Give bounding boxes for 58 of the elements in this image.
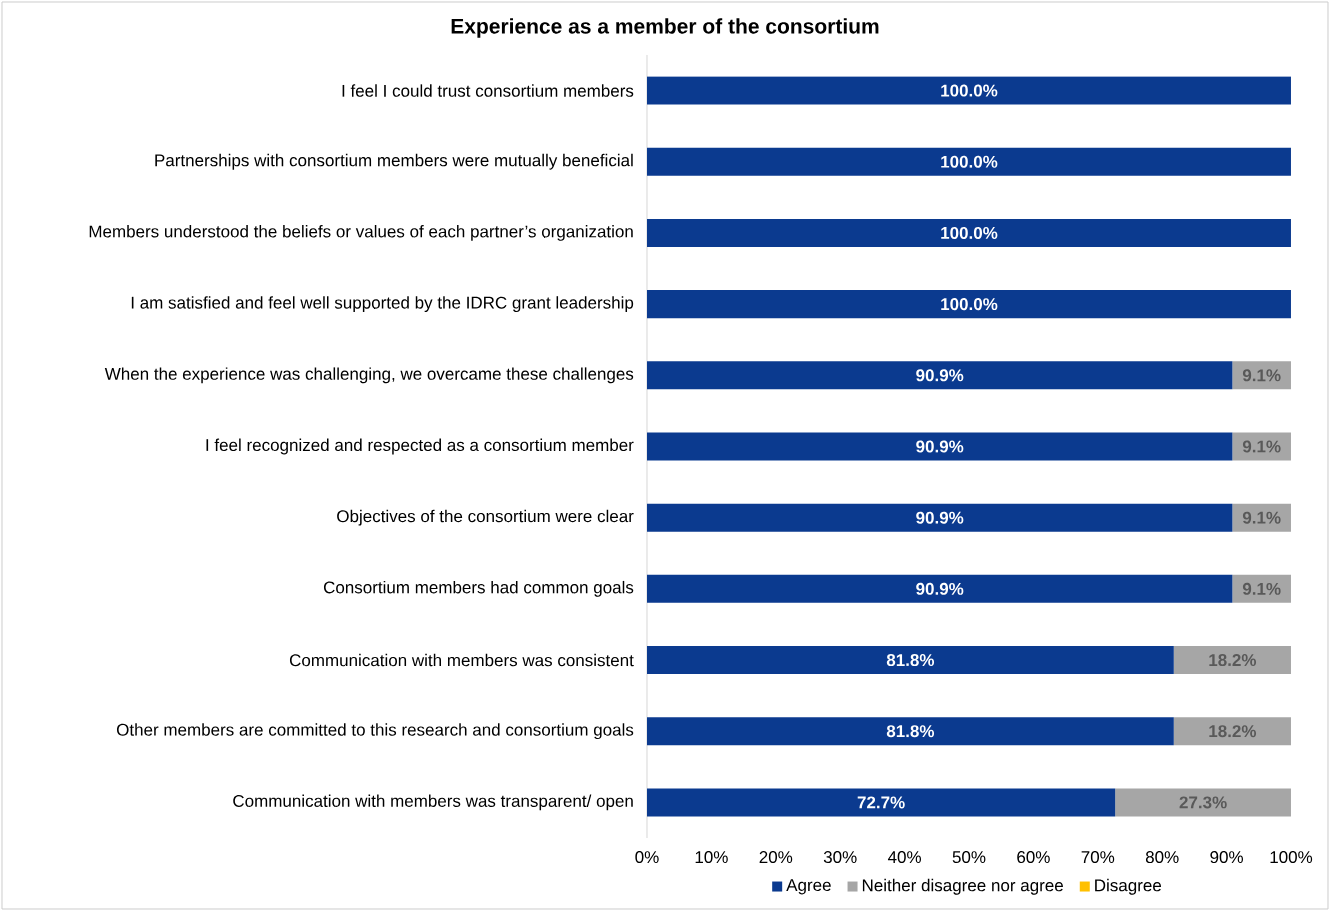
x-tick-label: 50% <box>952 851 986 864</box>
x-tick-label: 10% <box>695 851 728 864</box>
bar <box>647 76 1291 105</box>
data-label: 9.1% <box>1242 511 1281 524</box>
data-label: 27.3% <box>1179 796 1227 809</box>
data-label: 100.0% <box>941 298 998 311</box>
legend-label: Disagree <box>1095 878 1162 895</box>
x-tick-label: 90% <box>1210 851 1243 864</box>
x-tick-label: 20% <box>759 851 793 864</box>
y-tick-label: Objectives of the consortium were clear <box>337 509 634 526</box>
bar <box>647 147 1291 176</box>
x-tick-label: 40% <box>887 851 922 864</box>
bar <box>647 788 1116 817</box>
y-tick-label: Other members are committed to this research and consortium goals <box>116 723 634 740</box>
bar <box>647 574 1233 603</box>
y-tick-label: I feel I could trust consortium members <box>342 84 634 97</box>
x-tick-label: 30% <box>823 851 857 864</box>
x-tick-label: 60% <box>1017 851 1050 864</box>
x-tick-label: 100% <box>1270 851 1313 864</box>
y-tick-label: I feel recognized and respected as a consortium member <box>206 438 634 455</box>
bar <box>647 432 1233 461</box>
data-label: 81.8% <box>886 654 935 667</box>
y-tick-label: I am satisfied and feel well supported by the IDRC grant leadership <box>131 296 634 313</box>
x-tick-label: 70% <box>1081 851 1115 864</box>
y-tick-label: Consortium members had common goals <box>323 580 634 597</box>
data-label: 18.2% <box>1209 654 1257 667</box>
data-label: 9.1% <box>1242 582 1281 595</box>
y-tick-label: When the experience was challenging, we overcame these challenges <box>104 367 634 384</box>
bar <box>647 218 1291 247</box>
bar <box>647 503 1233 532</box>
legend-label: Agree <box>786 879 831 895</box>
data-label: 9.1% <box>1242 369 1281 382</box>
bar <box>647 361 1233 390</box>
chart-title: Experience as a member of the consortium <box>451 18 879 38</box>
x-tick-label: 0% <box>635 851 659 864</box>
bar <box>647 717 1174 746</box>
data-label: 90.9% <box>916 582 964 595</box>
bar <box>1173 717 1291 746</box>
data-label: 90.9% <box>916 440 964 453</box>
data-label: 72.7% <box>857 796 905 809</box>
bar <box>1115 788 1291 817</box>
y-tick-label: Members understood the beliefs or values of each partner’s organization <box>89 225 633 241</box>
bar <box>647 290 1291 319</box>
x-tick-label: 80% <box>1145 851 1179 864</box>
y-tick-label: Partnerships with consortium members were mutually beneficial <box>155 153 633 170</box>
data-label: 90.9% <box>916 511 964 524</box>
legend-label: Neither disagree nor agree <box>862 878 1063 895</box>
data-label: 9.1% <box>1242 440 1281 453</box>
data-label: 18.2% <box>1209 725 1257 738</box>
data-label: 100.0% <box>941 226 998 239</box>
y-tick-label: Communication with members was transparent/ open <box>233 794 633 811</box>
data-label: 81.8% <box>886 725 935 738</box>
bar <box>647 646 1174 675</box>
bar <box>1173 646 1291 675</box>
y-tick-label: Communication with members was consistent <box>289 653 634 667</box>
data-label: 100.0% <box>941 155 998 168</box>
data-label: 100.0% <box>941 84 998 97</box>
data-label: 90.9% <box>916 369 964 382</box>
